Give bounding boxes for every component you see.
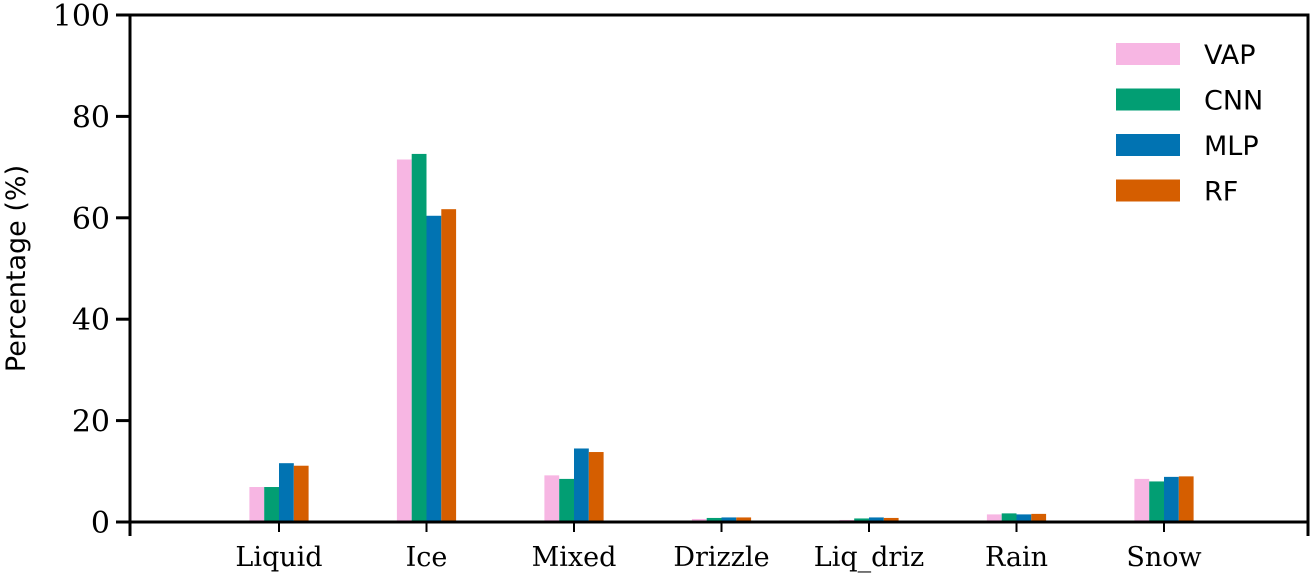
x-tick-label: Liquid	[235, 542, 322, 573]
legend-label-mlp: MLP	[1204, 131, 1259, 162]
bar-cnn	[706, 517, 722, 522]
bar-mlp	[721, 517, 737, 522]
y-tick-label: 80	[72, 100, 110, 135]
bar-cnn	[411, 153, 427, 522]
legend: VAP CNN MLP RF	[1116, 40, 1263, 208]
bar-rf	[1031, 513, 1047, 522]
x-tick-label: Drizzle	[673, 542, 769, 573]
plot-frame	[128, 13, 1310, 524]
y-tick-label: 0	[91, 506, 110, 541]
bar-cnn	[264, 487, 279, 522]
bar-vap	[1134, 478, 1150, 522]
x-tick-label: Liq_driz	[814, 542, 924, 573]
legend-label-rf: RF	[1204, 177, 1238, 208]
legend-swatch-cnn	[1116, 88, 1180, 111]
legend-swatch-rf	[1116, 179, 1180, 202]
x-tick-label: Snow	[1126, 542, 1201, 573]
bar-mlp	[1016, 514, 1032, 522]
x-tick-label: Mixed	[532, 542, 617, 573]
bar-mlp	[574, 448, 589, 522]
bar-cnn	[1001, 513, 1017, 522]
x-axis: Liquid Ice Mixed Drizzle Liq_driz Rain Snow	[128, 522, 1310, 573]
bar-cnn	[559, 478, 574, 522]
legend-swatch-vap	[1116, 43, 1180, 65]
y-axis-title: Percentage (%)	[1, 165, 32, 372]
bar-mlp	[279, 463, 294, 522]
y-tick-label: 100	[53, 0, 110, 34]
bar-vap	[544, 475, 560, 522]
bars-group	[249, 153, 1194, 522]
bar-vap	[986, 514, 1002, 522]
bar-vap	[396, 159, 412, 522]
bar-vap	[249, 487, 265, 522]
x-tick-label: Ice	[406, 542, 448, 573]
bar-mlp	[1164, 476, 1179, 522]
bar-cnn	[854, 518, 869, 522]
bar-rf	[883, 517, 899, 522]
bar-rf	[293, 465, 309, 522]
bar-vap	[691, 518, 707, 522]
legend-label-cnn: CNN	[1204, 86, 1263, 117]
bar-rf	[441, 209, 457, 522]
y-tick-label: 20	[72, 405, 110, 440]
y-tick-label: 40	[72, 303, 110, 338]
y-tick-label: 60	[72, 202, 110, 237]
bar-rf	[1178, 476, 1194, 522]
bar-rf	[736, 517, 752, 522]
bar-mlp	[869, 517, 884, 522]
bar-cnn	[1149, 481, 1164, 522]
x-tick-label: Rain	[985, 542, 1048, 573]
legend-label-vap: VAP	[1204, 40, 1256, 71]
bar-rf	[588, 452, 604, 522]
legend-swatch-mlp	[1116, 134, 1180, 156]
bar-mlp	[426, 215, 442, 522]
y-axis: 0 20 40 60 80 100	[53, 0, 130, 541]
